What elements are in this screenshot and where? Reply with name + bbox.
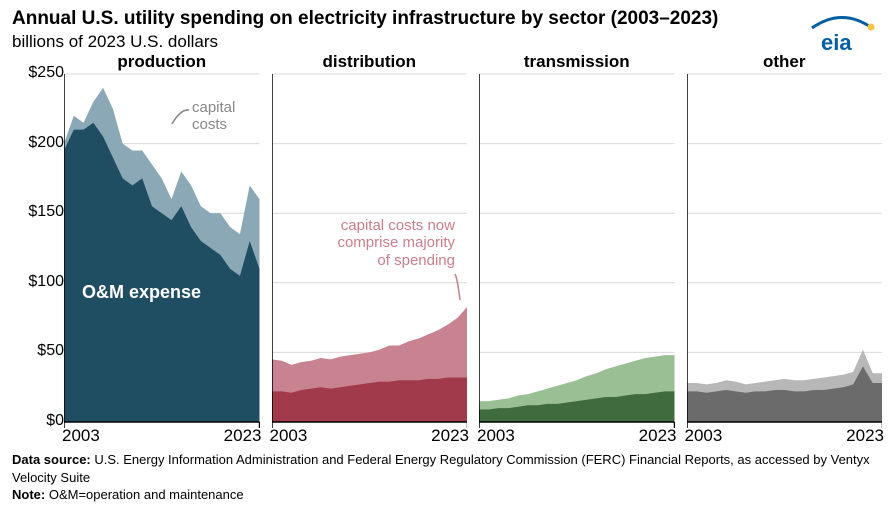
eia-logo: eia [807, 10, 877, 55]
y-tick-label: $200 [16, 134, 64, 152]
chart-panel: other20032023 [687, 52, 883, 450]
y-tick-label: $50 [16, 342, 64, 360]
chart-annotation: capital costs nowcomprise majorityof spe… [337, 217, 455, 269]
y-tick-label: $250 [16, 64, 64, 82]
source-text: U.S. Energy Information Administration a… [12, 452, 870, 485]
chart-annotation: O&M expense [82, 282, 201, 303]
chart-panel: transmission20032023 [479, 52, 675, 450]
x-tick-label: 2003 [685, 426, 723, 446]
y-tick-label: $0 [16, 412, 64, 430]
x-tick-label: 2023 [639, 426, 677, 446]
x-tick-label: 2003 [270, 426, 308, 446]
x-tick-label: 2003 [477, 426, 515, 446]
page-title: Annual U.S. utility spending on electric… [12, 8, 718, 30]
chart-panel: distribution20032023capital costs nowcom… [272, 52, 468, 450]
chart-panel: production20032023capitalcostsO&M expens… [64, 52, 260, 450]
om-expense-area [64, 123, 260, 422]
source-label: Data source: [12, 452, 91, 467]
page-subtitle: billions of 2023 U.S. dollars [12, 32, 218, 52]
note-text: O&M=operation and maintenance [45, 487, 243, 502]
y-tick-label: $150 [16, 203, 64, 221]
y-tick-label: $100 [16, 273, 64, 291]
footer-notes: Data source: U.S. Energy Information Adm… [12, 451, 883, 504]
chart-area: $0$50$100$150$200$250production20032023c… [12, 52, 882, 450]
x-tick-label: 2003 [62, 426, 100, 446]
chart-annotation: capitalcosts [192, 100, 235, 133]
x-tick-label: 2023 [224, 426, 262, 446]
x-tick-label: 2023 [846, 426, 884, 446]
x-tick-label: 2023 [431, 426, 469, 446]
note-label: Note: [12, 487, 45, 502]
